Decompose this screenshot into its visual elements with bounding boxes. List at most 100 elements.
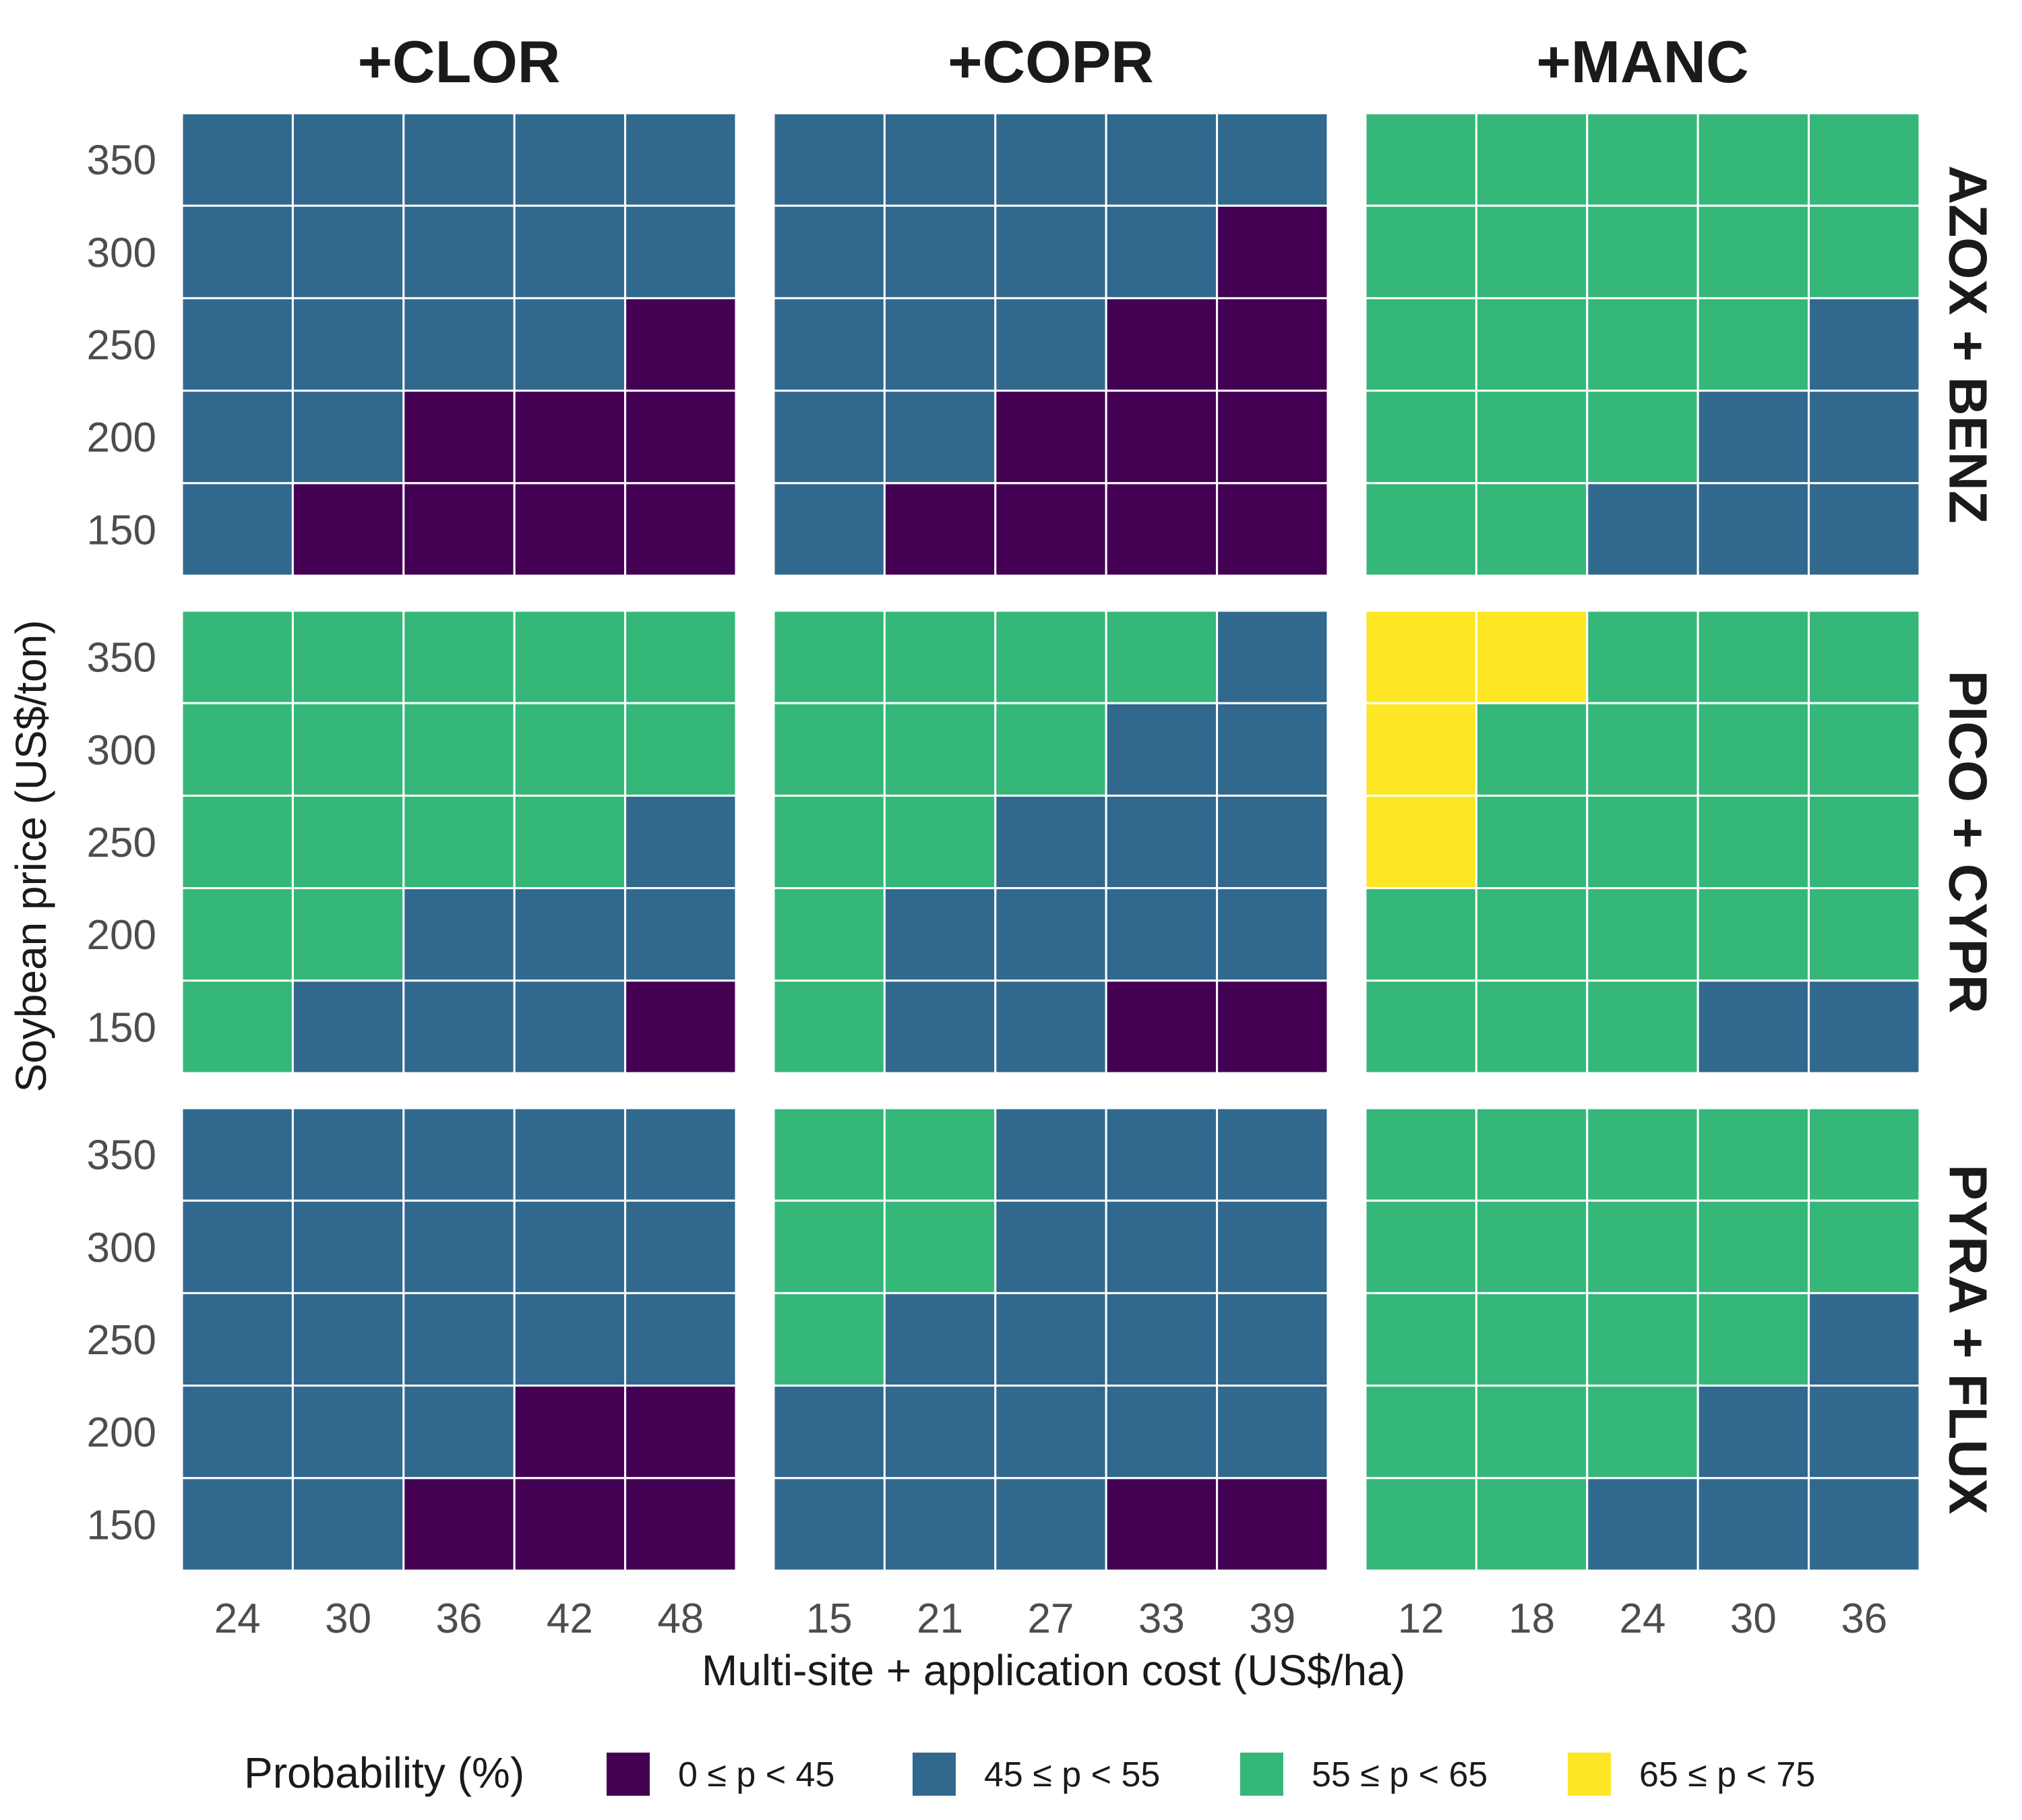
heatmap-cell (291, 482, 405, 577)
heatmap-cell (883, 979, 997, 1074)
x-tick-label: 21 (917, 1596, 963, 1642)
heatmap-cell (624, 1107, 737, 1202)
y-tick-label: 250 (87, 1317, 156, 1364)
heatmap-cell (1808, 609, 1921, 704)
heatmap-cell (513, 1199, 627, 1294)
heatmap-cell (181, 1107, 294, 1202)
column-title: +MANC (1536, 28, 1748, 95)
heatmap-cell (1364, 482, 1477, 577)
heatmap-cell (1105, 1292, 1219, 1387)
heatmap-cell (1364, 297, 1477, 392)
heatmap-cell (624, 794, 737, 890)
heatmap-cell (883, 609, 997, 704)
heatmap-cell (291, 609, 405, 704)
legend-label: 55 ≤ p < 65 (1312, 1755, 1488, 1794)
heatmap-cell (1696, 794, 1810, 890)
heatmap-cell (1475, 1292, 1589, 1387)
heatmap-cell (1364, 1477, 1477, 1572)
heatmap-cell (1808, 887, 1921, 982)
x-tick-label: 48 (657, 1596, 704, 1642)
panel-3-2 (772, 1107, 1329, 1572)
heatmap-cell (624, 1199, 737, 1294)
heatmap-cell (1696, 1292, 1810, 1387)
heatmap-cell (291, 112, 405, 207)
y-tick-label: 300 (87, 230, 156, 276)
heatmap-cell (1105, 112, 1219, 207)
x-tick-label: 27 (1028, 1596, 1074, 1642)
y-tick-label: 150 (87, 507, 156, 553)
heatmap-cell (1364, 204, 1477, 299)
panel-3-1 (181, 1107, 737, 1572)
heatmap-cell (1364, 1107, 1477, 1202)
heatmap-cell (291, 1385, 405, 1480)
x-tick-label: 24 (214, 1596, 261, 1642)
legend-label: 65 ≤ p < 75 (1639, 1755, 1815, 1794)
heatmap-cell (1105, 1199, 1219, 1294)
heatmap-cell (1586, 887, 1699, 982)
legend-swatch (1568, 1753, 1611, 1796)
heatmap-cell (772, 609, 886, 704)
heatmap-cell (291, 390, 405, 485)
heatmap-cell (513, 1385, 627, 1480)
x-tick-label: 33 (1138, 1596, 1185, 1642)
heatmap-cell (1216, 887, 1329, 982)
heatmap-cell (1105, 297, 1219, 392)
heatmap-cell (1216, 482, 1329, 577)
heatmap-cell (402, 390, 516, 485)
column-title: +CLOR (358, 28, 561, 95)
heatmap-cell (994, 702, 1107, 797)
heatmap-cell (181, 979, 294, 1074)
heatmap-cell (1586, 609, 1699, 704)
panel-1-1 (181, 112, 737, 577)
panel-2-2 (772, 609, 1329, 1074)
heatmap-cell (1696, 1385, 1810, 1480)
heatmap-cell (624, 204, 737, 299)
heatmap-cell (624, 112, 737, 207)
heatmap-cell (1808, 702, 1921, 797)
heatmap-cell (772, 1385, 886, 1480)
heatmap-cell (513, 979, 627, 1074)
heatmap-cell (402, 112, 516, 207)
heatmap-cell (883, 887, 997, 982)
y-axis-title: Soybean price (US$/ton) (7, 620, 55, 1093)
x-axis-title: Multi-site + application cost (US$/ha) (702, 1646, 1405, 1695)
heatmap-cell (1808, 794, 1921, 890)
heatmap-cell (1475, 297, 1589, 392)
heatmap-cell (883, 702, 997, 797)
heatmap-cell (624, 297, 737, 392)
heatmap-cell (1475, 204, 1589, 299)
heatmap-cell (1216, 702, 1329, 797)
heatmap-cell (1475, 482, 1589, 577)
heatmap-cell (513, 1292, 627, 1387)
heatmap-cell (1696, 204, 1810, 299)
y-tick-label: 300 (87, 727, 156, 774)
x-tick-label: 39 (1249, 1596, 1295, 1642)
legend-swatch (607, 1753, 650, 1796)
heatmap-cell (883, 794, 997, 890)
heatmap-cell (1696, 1477, 1810, 1572)
heatmap-cell (772, 702, 886, 797)
x-axis-ticks: 24 30 36 42 48 15 21 27 33 39 12 18 24 30 36 (214, 1596, 1888, 1642)
heatmap-cell (181, 1292, 294, 1387)
heatmap-cell (291, 979, 405, 1074)
heatmap-cell (402, 1385, 516, 1480)
heatmap-cell (1696, 390, 1810, 485)
heatmap-cell (291, 887, 405, 982)
heatmap-cell (772, 482, 886, 577)
row-title: PYRA + FLUX (1938, 1164, 1998, 1514)
heatmap-cell (772, 390, 886, 485)
heatmap-cell (181, 482, 294, 577)
heatmap-cell (772, 204, 886, 299)
heatmap-cell (291, 794, 405, 890)
heatmap-cell (883, 1199, 997, 1294)
heatmap-cell (624, 390, 737, 485)
legend-swatch (1240, 1753, 1283, 1796)
heatmap-cell (513, 794, 627, 890)
heatmap-cell (1216, 1385, 1329, 1480)
heatmap-cell (1216, 112, 1329, 207)
heatmap-cell (624, 609, 737, 704)
heatmap-cell (1216, 609, 1329, 704)
heatmap-cell (181, 887, 294, 982)
heatmap-cell (1105, 1107, 1219, 1202)
